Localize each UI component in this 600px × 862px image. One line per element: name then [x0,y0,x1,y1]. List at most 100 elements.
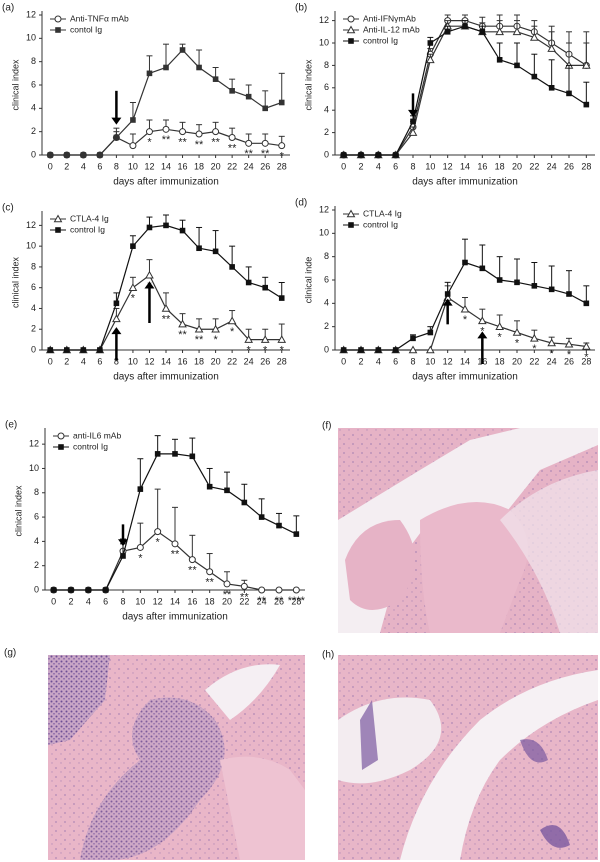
panel-label: (d) [295,198,307,209]
legend-label: Anti-TNFα mAb [70,13,129,23]
marker [529,333,539,342]
panel-label: (g) [4,648,16,659]
x-tick-label: 18 [205,596,215,606]
marker [292,586,300,594]
marker [57,432,65,440]
marker [244,335,254,343]
y-tick-label: 4 [31,303,36,313]
x-tick-label: 22 [227,161,237,171]
x-tick-label: 10 [128,356,138,366]
marker [258,514,265,520]
legend-label: control Ig [363,219,398,229]
marker [212,76,219,82]
y-tick-label: 12 [319,204,329,214]
marker [172,451,178,457]
marker [262,105,268,112]
marker [278,295,285,301]
y-tick-label: 0 [31,344,36,354]
marker [444,291,451,297]
legend-label: control Ig [363,35,398,45]
x-tick-label: 14 [161,356,171,366]
significance: * [532,343,537,355]
marker [146,224,153,231]
x-tick-label: 24 [547,161,557,171]
x-tick-label: 6 [103,596,108,606]
marker [195,130,203,138]
marker [206,483,213,490]
significance: * [138,552,143,564]
marker [146,70,153,77]
error-bar [258,498,265,518]
y-tick-label: 10 [319,228,329,238]
marker [261,139,269,147]
marker [68,587,74,593]
error-bar [129,102,136,120]
marker [495,27,505,36]
arrow-head [144,281,155,289]
x-tick-label: 6 [97,161,102,171]
marker [564,339,574,348]
marker [462,23,468,29]
y-tick-label: 8 [324,60,329,70]
marker [188,556,196,564]
marker [113,134,120,141]
x-tick-label: 0 [341,356,346,366]
y-tick-label: 12 [26,9,36,19]
x-tick-label: 16 [477,161,487,171]
error-bar [566,64,572,94]
y-tick-label: 8 [324,251,329,261]
error-bar [212,230,219,252]
x-tick-label: 8 [114,356,119,366]
legend-label: control Ig [70,224,105,234]
marker [55,227,61,233]
y-tick-label: 0 [31,149,36,159]
legend-label: Anti-IL-12 mAb [363,24,420,34]
error-bar [548,59,555,88]
marker [50,587,57,593]
significance: * [263,345,268,357]
marker [55,27,61,33]
marker [348,222,354,228]
x-tick-label: 26 [274,596,284,606]
marker [512,327,522,336]
marker [54,15,62,23]
legend-label: control Ig [73,441,108,451]
marker [179,227,186,234]
marker [154,528,162,536]
marker [427,329,434,336]
y-tick-label: 2 [31,126,36,136]
significance: ** [162,134,171,146]
marker [129,142,137,150]
significance: * [280,151,285,163]
marker [130,243,136,249]
y-tick-label: 6 [34,511,39,521]
arrow-head [477,331,488,339]
marker [548,85,555,91]
x-tick-label: 0 [341,161,346,171]
marker [130,117,136,123]
x-tick-label: 10 [128,161,138,171]
error-bar [262,90,269,109]
marker [278,99,285,106]
marker [212,128,220,136]
error-bar [137,522,144,548]
marker [245,279,252,286]
significance: **** [288,595,306,607]
marker [179,128,187,136]
legend-label: CTLA-4 Ig [70,213,109,223]
marker [241,499,248,506]
marker [358,347,364,353]
marker [223,580,231,588]
marker [548,286,555,293]
x-tick-label: 24 [257,596,267,606]
panel-label: (h) [322,650,334,661]
significance: * [247,345,252,357]
legend-label: CTLA-4 Ig [363,208,402,218]
y-tick-label: 12 [26,220,36,230]
marker [196,64,202,71]
y-axis-label: clinical index [10,256,20,308]
x-tick-label: 4 [81,161,86,171]
significance: * [156,537,161,549]
marker [229,88,235,94]
